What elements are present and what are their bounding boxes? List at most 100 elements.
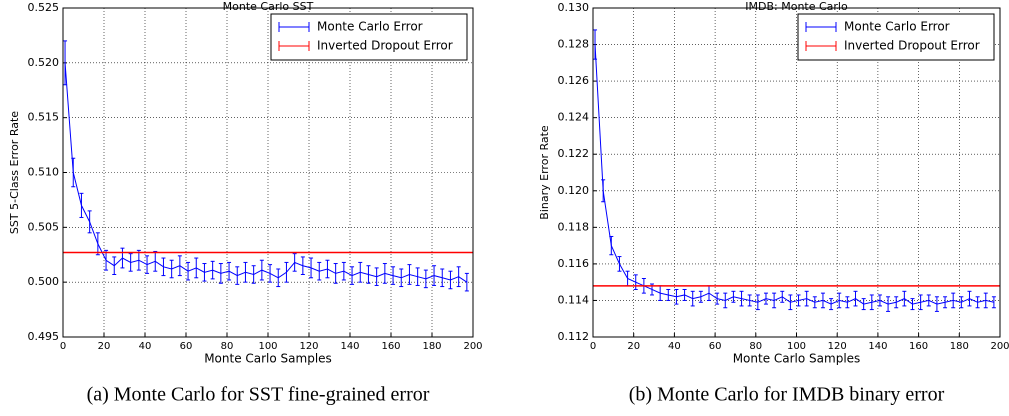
error-bar [845,296,850,309]
y-tick-label: 0.515 [28,111,60,124]
x-tick-label: 80 [749,341,762,352]
error-bar [407,264,412,285]
error-bar [951,292,956,309]
error-bar [235,266,240,285]
error-bar [210,260,215,280]
y-tick-label: 0.520 [28,56,60,69]
plot-frame [592,7,1001,338]
error-bar [633,274,638,290]
x-tick-label: 60 [709,341,722,352]
error-bar [991,296,996,309]
y-tick-label: 0.116 [558,257,590,270]
error-bar [423,269,428,289]
error-bar [918,294,923,311]
x-tick-label: 100 [258,341,277,352]
error-bar [894,296,899,309]
error-bar [448,270,453,290]
error-bar [926,294,931,307]
error-bar [95,232,100,256]
legend-box [270,13,468,61]
error-bar [983,292,988,309]
error-bar [763,292,768,305]
error-bar [202,263,207,282]
error-bar [674,288,679,305]
legend-symbol [278,22,310,32]
x-tick-label: 40 [668,341,681,352]
error-bar [910,298,915,311]
x-tick-label: 120 [828,341,847,352]
error-bar [243,261,248,283]
error-bar [268,264,273,283]
x-tick-label: 160 [909,341,928,352]
x-tick-label: 180 [950,341,969,352]
x-axis-label: Monte Carlo Samples [204,352,332,366]
error-bar [259,259,264,281]
error-bar [432,265,437,286]
error-bar [617,256,622,272]
x-tick-label: 100 [787,341,806,352]
error-bar [464,272,469,292]
error-bar [715,292,720,305]
caption: (b) Monte Carlo for IMDB binary error [629,384,945,406]
error-bar [104,249,109,271]
y-tick-label: 0.130 [558,1,590,14]
y-tick-label: 0.124 [558,111,590,124]
error-bar [902,290,907,307]
y-tick-label: 0.114 [558,293,590,306]
error-bar [820,292,825,309]
caption: (a) Monte Carlo for SST fine-grained err… [87,384,430,406]
error-bar [796,294,801,307]
y-axis-label: Binary Error Rate [538,125,551,220]
x-tick-label: 120 [299,341,318,352]
error-bar [788,294,793,311]
error-bar [145,255,150,274]
error-bar [63,40,68,86]
y-tick-label: 0.112 [558,330,590,343]
y-tick-label: 0.505 [28,220,60,233]
error-bar [276,268,281,288]
error-bar [317,261,322,281]
error-bar [440,268,445,288]
error-bar [601,179,606,203]
error-bar [690,290,695,307]
legend-label: Inverted Dropout Error [317,39,453,53]
error-bar [829,298,834,311]
error-bar [959,296,964,309]
series-line [594,44,995,305]
error-bar [153,250,158,272]
error-bar [333,263,338,284]
y-tick-label: 0.120 [558,184,590,197]
error-bar [79,192,84,218]
y-tick-label: 0.126 [558,74,590,87]
legend-box [797,13,995,61]
error-bar [609,235,614,256]
error-bar [325,259,330,279]
error-bar [593,29,598,60]
legend-label: Monte Carlo Error [317,20,423,34]
x-tick-label: 20 [627,341,640,352]
error-bar [869,294,874,311]
error-bar [87,210,92,234]
error-bar [358,261,363,283]
error-bar [194,257,199,279]
error-bar [967,290,972,307]
x-tick-label: 0 [60,341,66,352]
error-bar [943,296,948,309]
error-bar [731,290,736,303]
error-bar [309,257,314,279]
error-bar [886,296,891,312]
error-bar [853,290,858,307]
error-bar [177,255,182,277]
x-tick-label: 40 [139,341,152,352]
series-line [64,62,468,283]
error-bar [934,296,939,312]
error-bar [682,288,687,301]
error-bar [341,261,346,281]
error-bar [739,290,744,307]
error-bar [350,266,355,285]
error-bar [772,292,777,309]
error-bar [804,290,809,307]
error-bar [666,288,671,301]
error-bar [837,292,842,309]
